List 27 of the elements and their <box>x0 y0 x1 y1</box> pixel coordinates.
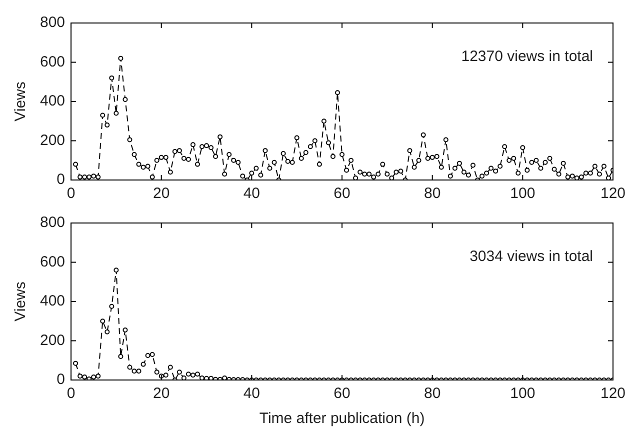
x-tick-label: 80 <box>424 185 441 202</box>
annotation: 12370 views in total <box>461 48 593 66</box>
x-tick-label: 60 <box>334 385 350 402</box>
x-tick-label: 120 <box>600 385 626 402</box>
y-tick-label: 400 <box>40 92 66 110</box>
y-tick-label: 800 <box>40 14 66 32</box>
x-tick-label: 100 <box>510 185 536 202</box>
x-tick-label: 80 <box>424 385 441 402</box>
y-tick-label: 400 <box>40 292 66 310</box>
y-axis-title: Views <box>12 82 30 122</box>
y-axis-title: Views <box>12 282 30 322</box>
x-tick-label: 100 <box>510 385 536 402</box>
y-tick-label: 0 <box>56 171 66 188</box>
y-tick-label: 0 <box>56 371 66 388</box>
y-tick-label: 600 <box>40 53 66 70</box>
x-axis-title: Time after publication (h) <box>259 410 425 428</box>
y-tick-label: 200 <box>40 132 66 149</box>
x-tick-label: 20 <box>153 385 170 402</box>
annotation: 3034 views in total <box>470 248 593 266</box>
y-tick-label: 200 <box>40 332 66 349</box>
x-tick-label: 60 <box>334 185 350 202</box>
x-tick-label: 120 <box>600 185 626 202</box>
y-tick-label: 600 <box>40 253 66 270</box>
x-tick-label: 40 <box>243 385 260 402</box>
x-tick-label: 40 <box>243 185 260 202</box>
y-tick-label: 800 <box>40 214 66 232</box>
x-tick-label: 20 <box>153 185 170 202</box>
